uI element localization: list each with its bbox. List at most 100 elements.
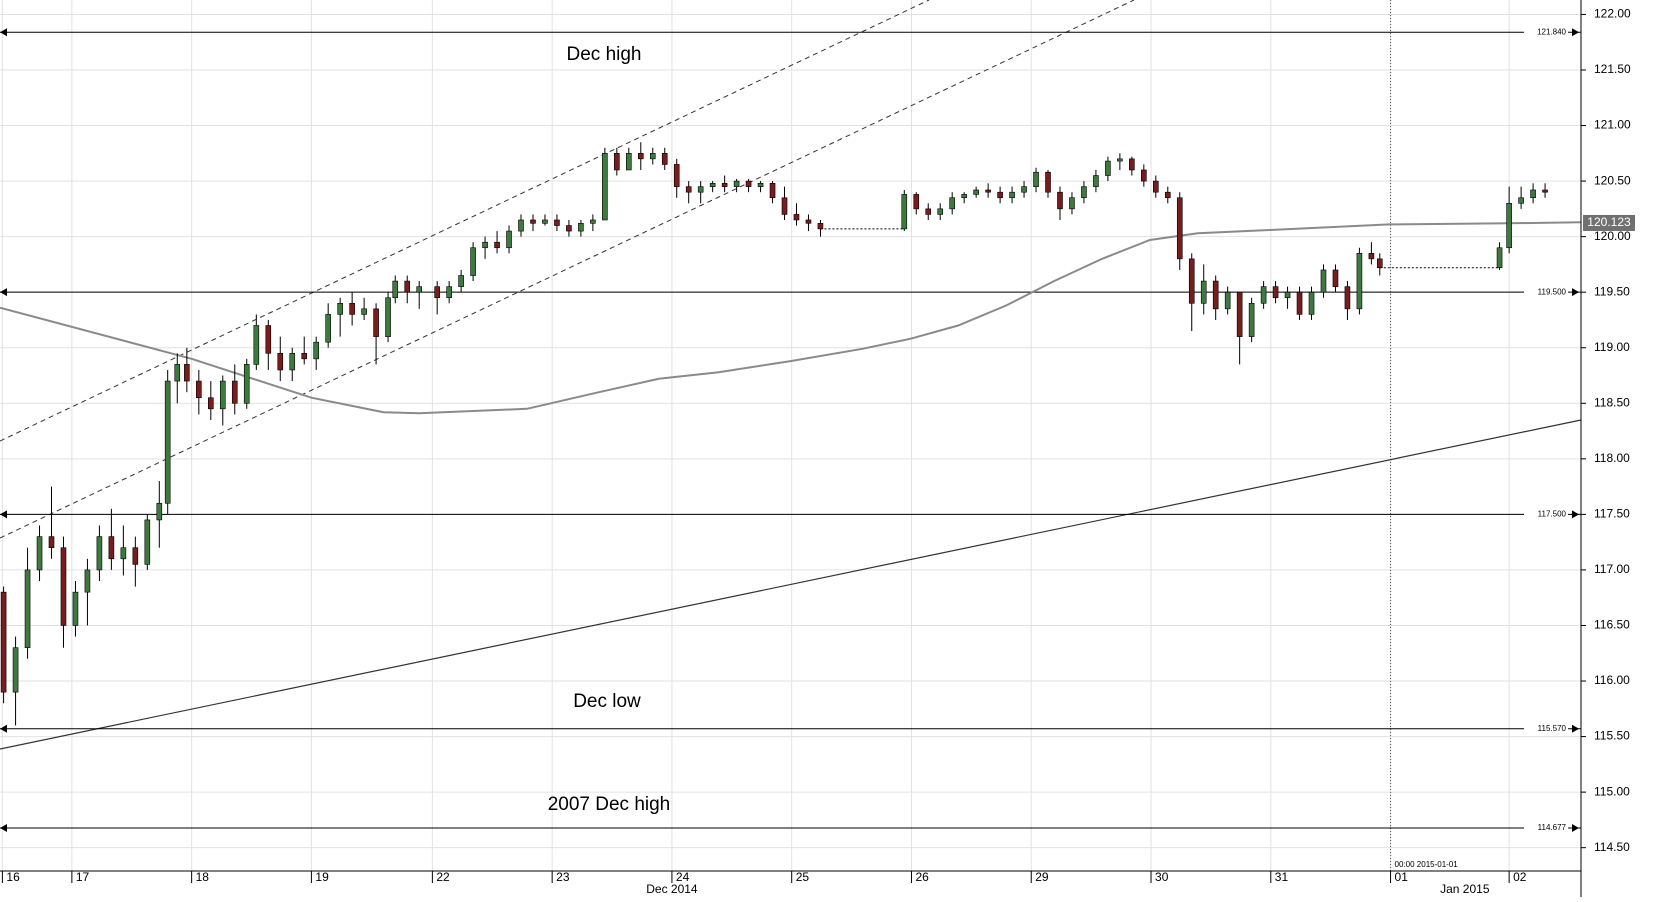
candle-body: [1376, 258, 1383, 269]
candle-body: [961, 194, 967, 199]
candle-body: [385, 297, 391, 337]
level-label-bg: [1524, 287, 1568, 298]
x-period-label: Jan 2015: [1440, 882, 1490, 896]
y-tick-label: 120.00: [1594, 229, 1631, 243]
level-label-bg: [1524, 823, 1568, 834]
level-arrow: [0, 28, 7, 37]
candle-body: [530, 219, 536, 224]
candle-body: [96, 536, 103, 571]
y-tick-label: 120.50: [1594, 173, 1631, 187]
x-tick-label: 19: [315, 870, 329, 884]
candle-body: [697, 186, 704, 193]
x-tick-label: 31: [1275, 870, 1289, 884]
y-tick-label: 122.00: [1594, 7, 1631, 21]
candle-body: [84, 569, 91, 593]
candle-body: [673, 164, 680, 187]
candle-body: [144, 519, 151, 565]
candle-body: [649, 153, 656, 160]
annotation: Dec high: [567, 44, 642, 65]
candle-body: [1260, 286, 1267, 304]
candle-body: [48, 536, 55, 549]
candle-body: [1200, 280, 1207, 304]
candle-body: [1081, 186, 1087, 199]
candle-body: [1496, 247, 1503, 269]
candle-body: [985, 189, 991, 193]
candle-body: [1272, 286, 1279, 299]
level-label-bg: [1524, 509, 1568, 520]
candle-body: [253, 325, 260, 365]
candle-body: [373, 308, 379, 337]
candle-body: [156, 502, 163, 521]
cursor-label: 00:00 2015-01-01: [1395, 860, 1459, 869]
x-tick-label: 02: [1513, 870, 1527, 884]
candle-body: [1344, 286, 1351, 310]
candle-body: [745, 180, 752, 187]
candle-body: [392, 280, 399, 299]
candle-body: [973, 189, 979, 195]
candle-body: [1153, 180, 1159, 193]
candle-body: [1236, 291, 1243, 337]
candle-body: [1542, 189, 1548, 193]
y-tick-label: 114.50: [1594, 840, 1630, 854]
moving-average: [0, 221, 1582, 415]
candle-body: [1057, 191, 1063, 210]
level-arrow: [1572, 824, 1579, 833]
candle-body: [757, 183, 764, 187]
last-price-label: 120.123: [1587, 215, 1631, 229]
candle-body: [1224, 291, 1231, 310]
candle-body: [1284, 291, 1291, 299]
level-label-bg: [1524, 723, 1568, 734]
candles: [0, 142, 1582, 726]
candle-body: [506, 230, 512, 249]
candle-body: [1332, 269, 1339, 287]
candle-body: [1129, 158, 1135, 171]
candle-body: [721, 183, 728, 187]
candle-body: [184, 364, 190, 382]
y-tick-label: 116.50: [1594, 618, 1630, 632]
x-axis-area: [0, 871, 1581, 897]
annotation: Dec low: [573, 691, 641, 712]
level-label: 119.500: [1538, 287, 1567, 296]
candle-body: [602, 153, 608, 221]
level-arrow: [0, 288, 7, 297]
candle-body: [1248, 302, 1255, 337]
last-price-box: [1583, 214, 1635, 231]
candle-body: [349, 302, 355, 315]
candle-body: [1164, 191, 1171, 199]
x-tick-label: 22: [436, 870, 450, 884]
x-tick-label: 01: [1395, 870, 1409, 884]
candle-body: [1308, 291, 1315, 315]
y-tick-label: 119.50: [1594, 284, 1630, 298]
candle-body: [243, 364, 250, 404]
candle-body: [566, 225, 572, 232]
candle-body: [1176, 197, 1183, 260]
candle-body: [817, 223, 824, 230]
candle-body: [1045, 171, 1051, 193]
candle-body: [132, 547, 139, 565]
candle-body: [470, 247, 476, 276]
candle-body: [1188, 258, 1195, 304]
candle-body: [231, 380, 238, 404]
candle-body: [518, 219, 524, 232]
candle-body: [1117, 158, 1123, 162]
level-arrow: [0, 510, 7, 519]
candle-body: [1356, 253, 1363, 310]
candle-body: [769, 183, 776, 199]
y-tick-label: 119.00: [1594, 340, 1630, 354]
candle-body: [1141, 169, 1147, 182]
trendlines: [0, 0, 1582, 750]
level-arrow: [1572, 510, 1579, 519]
candle-body: [901, 194, 908, 230]
y-tick-label: 118.00: [1594, 451, 1630, 465]
y-axis-area: [1581, 0, 1655, 897]
candle-body: [108, 536, 115, 560]
candle-body: [337, 302, 343, 315]
y-tick-label: 117.00: [1594, 562, 1630, 576]
candle-body: [590, 219, 596, 224]
candle-body: [733, 180, 740, 187]
candle-body: [1069, 197, 1075, 210]
candle-body: [1033, 171, 1039, 187]
candle-body: [120, 547, 127, 560]
levels: 121.840 119.500 117.500 115.570 114.677: [0, 27, 1581, 834]
